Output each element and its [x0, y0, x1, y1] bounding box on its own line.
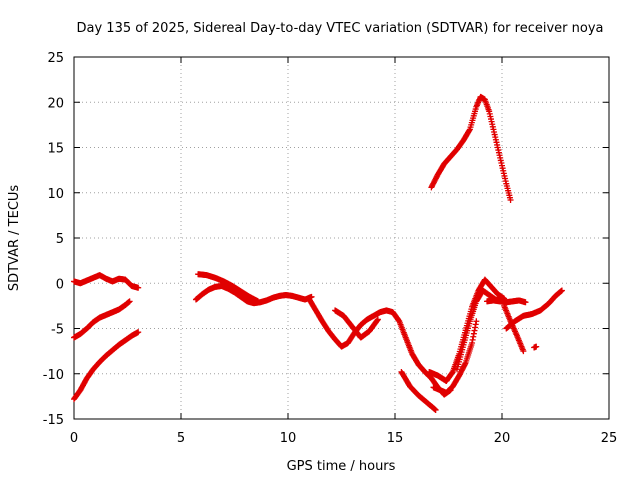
series-track-h [398, 368, 439, 413]
series-track-l [484, 297, 529, 306]
x-tick-label: 15 [387, 431, 404, 446]
data-marks [71, 93, 565, 413]
x-axis-label: GPS time / hours [287, 459, 396, 474]
x-tick-label: 20 [494, 431, 511, 446]
y-tick-label: 10 [47, 187, 64, 202]
data-point [255, 298, 262, 305]
series-track-g [332, 307, 381, 341]
y-tick-label: 5 [56, 232, 64, 247]
data-point [533, 343, 540, 350]
series-track-c [71, 329, 142, 403]
chart-title: Day 135 of 2025, Sidereal Day-to-day VTE… [77, 21, 604, 36]
data-point [520, 348, 527, 355]
data-point [135, 284, 142, 291]
y-tick-label: 25 [47, 51, 64, 66]
series-track-b [71, 298, 133, 341]
data-point [522, 299, 529, 306]
y-axis-label: SDTVAR / TECUs [7, 185, 22, 292]
series-track-m [501, 302, 527, 355]
y-tick-label: -5 [51, 323, 64, 338]
plot-frame [73, 56, 610, 420]
x-tick-label: 10 [280, 431, 297, 446]
data-point [135, 329, 142, 336]
series-track-p [428, 93, 514, 203]
y-tick-label: 0 [56, 277, 64, 292]
data-point [374, 316, 381, 323]
y-tick-label: 20 [47, 96, 64, 111]
data-point [432, 406, 439, 413]
series-track-d [192, 282, 315, 307]
y-tick-label: -15 [43, 413, 64, 428]
series-track-e [195, 271, 262, 305]
x-tick-label: 0 [70, 431, 78, 446]
data-point [473, 318, 480, 325]
series-track-o [531, 343, 540, 351]
grid [74, 57, 609, 419]
series-track-f [306, 296, 454, 398]
axis-ticks: 0 5 10 15 20 25 -15 -10 -5 0 5 10 15 20 25 [43, 51, 618, 446]
data-point [374, 317, 381, 324]
series-track-a [71, 272, 142, 291]
series-track-n [503, 287, 565, 332]
data-point [507, 196, 514, 203]
data-point [558, 287, 565, 294]
series-track-j [430, 318, 480, 396]
y-tick-label: 15 [47, 142, 64, 157]
x-tick-label: 25 [601, 431, 618, 446]
data-point [126, 298, 133, 305]
y-tick-label: -10 [43, 368, 64, 383]
x-tick-label: 5 [177, 431, 185, 446]
